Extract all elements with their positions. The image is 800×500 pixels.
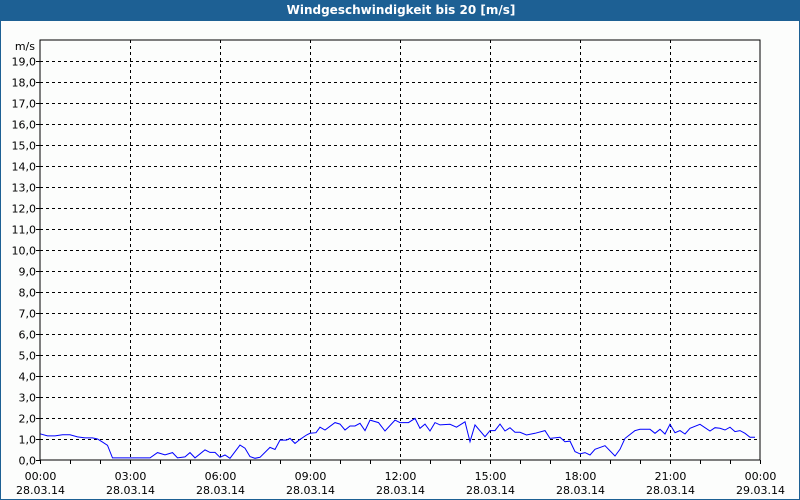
y-tick-label: 16,0 — [12, 119, 37, 132]
y-tick-label: 8,0 — [19, 287, 37, 300]
y-tick-label: 13,0 — [12, 182, 37, 195]
y-tick-label: 18,0 — [12, 77, 37, 90]
y-axis-unit-label: m/s — [15, 40, 35, 53]
y-tick-label: 1,0 — [19, 434, 37, 447]
y-tick-label: 19,0 — [12, 56, 37, 69]
x-tick-time-label: 21:00 — [655, 470, 687, 483]
x-tick-time-label: 00:00 — [745, 470, 777, 483]
y-tick-label: 17,0 — [12, 98, 37, 111]
y-tick-label: 0,0 — [19, 455, 37, 468]
x-tick-date-label: 28.03.14 — [196, 484, 245, 497]
plot-frame — [39, 39, 761, 461]
x-tick-time-label: 12:00 — [385, 470, 417, 483]
x-tick-time-label: 00:00 — [25, 470, 57, 483]
x-tick-date-label: 28.03.14 — [106, 484, 155, 497]
y-tick-label: 5,0 — [19, 350, 37, 363]
y-tick-label: 12,0 — [12, 203, 37, 216]
x-tick-time-label: 18:00 — [565, 470, 597, 483]
y-tick-label: 7,0 — [19, 308, 37, 321]
x-tick-time-label: 03:00 — [115, 470, 147, 483]
x-tick-date-label: 28.03.14 — [16, 484, 65, 497]
x-tick-date-label: 28.03.14 — [376, 484, 425, 497]
y-tick-label: 4,0 — [19, 371, 37, 384]
x-tick-time-label: 15:00 — [475, 470, 507, 483]
x-tick-date-label: 28.03.14 — [646, 484, 695, 497]
y-tick-label: 14,0 — [12, 161, 37, 174]
y-tick-label: 15,0 — [12, 140, 37, 153]
y-tick-label: 2,0 — [19, 413, 37, 426]
y-tick-label: 11,0 — [12, 224, 37, 237]
y-tick-label: 10,0 — [12, 245, 37, 258]
x-tick-date-label: 28.03.14 — [466, 484, 515, 497]
y-tick-label: 3,0 — [19, 392, 37, 405]
x-tick-date-label: 28.03.14 — [556, 484, 605, 497]
x-tick-time-label: 09:00 — [295, 470, 327, 483]
x-tick-date-label: 28.03.14 — [286, 484, 335, 497]
x-tick-date-label: 29.03.14 — [736, 484, 785, 497]
y-tick-label: 6,0 — [19, 329, 37, 342]
x-tick-time-label: 06:00 — [205, 470, 237, 483]
chart-title: Windgeschwindigkeit bis 20 [m/s] — [1, 0, 800, 21]
y-tick-label: 9,0 — [19, 266, 37, 279]
wind-speed-line — [39, 417, 755, 459]
